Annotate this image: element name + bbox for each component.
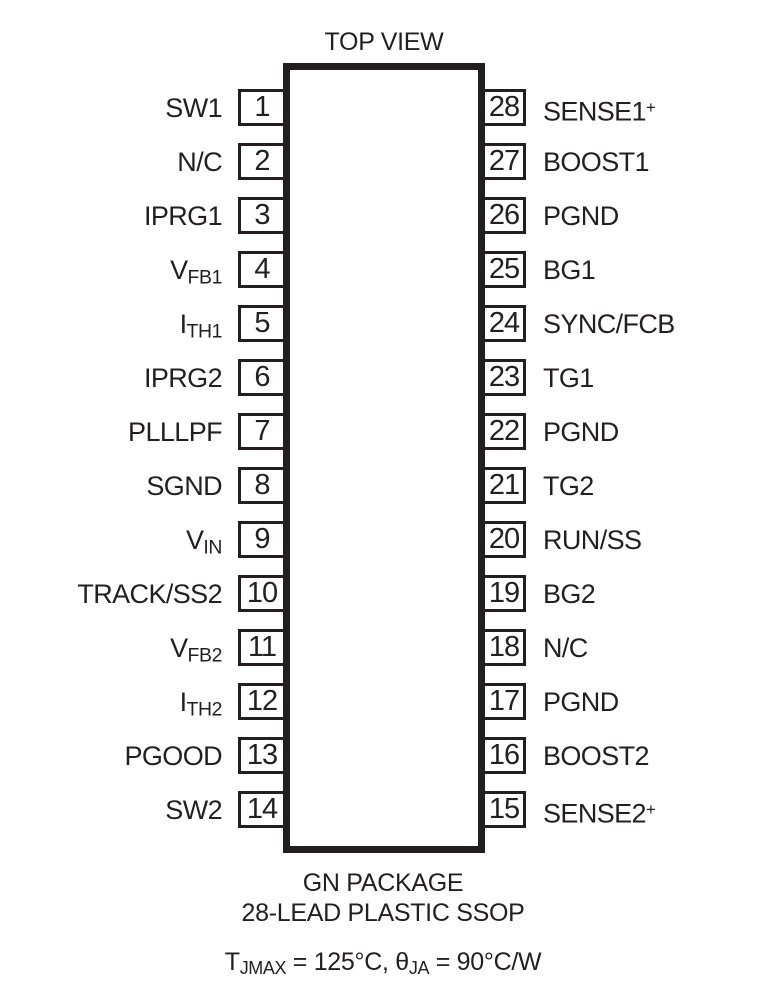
pin-label-right: TG1 (543, 363, 594, 393)
pin-row: PLLLPF 7 22 PGND (0, 405, 757, 459)
pin-row: IPRG1 3 26 PGND (0, 189, 757, 243)
pin-number-box-right: 21 (482, 467, 526, 504)
pin-label-left: SGND (146, 471, 222, 501)
pin-number-box-right: 24 (482, 305, 526, 342)
pin-number-box-right: 22 (482, 413, 526, 450)
pin-number-box-left: 8 (238, 467, 286, 504)
pin-number-box-left: 2 (238, 143, 286, 180)
package-body-outline (283, 63, 485, 853)
pin-label-left: IPRG1 (143, 201, 223, 231)
pin-row: TRACK/SS2 10 19 BG2 (0, 567, 757, 621)
pin-row: VFB2 11 18 N/C (0, 621, 757, 675)
pin-number-box-right: 23 (482, 359, 526, 396)
pin-row: ITH2 12 17 PGND (0, 675, 757, 729)
pin-row: SW2 14 15 SENSE2+ (0, 783, 757, 837)
pin-label-right: RUN/SS (543, 525, 642, 555)
pin-number-box-left: 1 (238, 89, 286, 126)
pin-row: PGOOD 13 16 BOOST2 (0, 729, 757, 783)
pin-number-box-left: 5 (238, 305, 286, 342)
pin-row: SW1 1 28 SENSE1+ (0, 81, 757, 135)
pin-label-left: PGOOD (124, 741, 222, 771)
pin-label-right: PGND (543, 687, 619, 717)
pin-number-box-left: 9 (238, 521, 286, 558)
pin-number-box-right: 26 (482, 197, 526, 234)
pin-row: IPRG2 6 23 TG1 (0, 351, 757, 405)
package-name: GN PACKAGE (302, 869, 464, 897)
pin-number-box-left: 10 (238, 575, 286, 612)
pin-label-left: ITH1 (179, 309, 223, 343)
pin-number-box-right: 25 (482, 251, 526, 288)
pin-number-box-left: 13 (238, 737, 286, 774)
pin-number-box-right: 27 (482, 143, 526, 180)
pin-number-box-right: 16 (482, 737, 526, 774)
pin-number-box-right: 20 (482, 521, 526, 558)
pin-label-left: SW2 (165, 795, 222, 825)
pin-row: ITH1 5 24 SYNC/FCB (0, 297, 757, 351)
pin-label-left: VFB1 (170, 255, 222, 289)
pin-label-right: SENSE1+ (543, 96, 656, 127)
pin-number-box-left: 11 (238, 629, 286, 666)
pin-number-box-right: 19 (482, 575, 526, 612)
pin-label-left: VFB2 (170, 633, 222, 667)
pin-label-right: PGND (543, 417, 619, 447)
pin-label-left: TRACK/SS2 (77, 579, 222, 609)
pin-label-right: BOOST1 (543, 147, 650, 177)
pin-number-box-left: 7 (238, 413, 286, 450)
pin-label-right: TG2 (543, 471, 594, 501)
pin-label-left: PLLLPF (128, 417, 223, 447)
pin-row: VIN 9 20 RUN/SS (0, 513, 757, 567)
pin-number-box-right: 18 (482, 629, 526, 666)
pin-number-box-right: 28 (482, 89, 526, 126)
pin-label-left: IPRG2 (143, 363, 223, 393)
pin-row: SGND 8 21 TG2 (0, 459, 757, 513)
pin-row: VFB1 4 25 BG1 (0, 243, 757, 297)
pin-label-left: ITH2 (179, 687, 223, 721)
pin-label-right: SENSE2+ (543, 798, 656, 829)
pin-number-box-right: 17 (482, 683, 526, 720)
pin-label-left: SW1 (165, 93, 222, 123)
thermal-note: TJMAX = 125°C, θJA = 90°C/W (224, 948, 542, 978)
pin-label-right: BG1 (543, 255, 596, 285)
pin-number-box-left: 3 (238, 197, 286, 234)
pin-label-left: VIN (185, 525, 222, 559)
pin-number-box-left: 6 (238, 359, 286, 396)
top-view-label: TOP VIEW (324, 28, 444, 56)
pin-label-right: N/C (543, 633, 588, 663)
pin-number-box-right: 15 (482, 791, 526, 828)
pin-label-right: BOOST2 (543, 741, 650, 771)
pin-number-box-left: 4 (238, 251, 286, 288)
pin-number-box-left: 12 (238, 683, 286, 720)
pin-number-box-left: 14 (238, 791, 286, 828)
pin-label-right: PGND (543, 201, 619, 231)
pin-label-right: SYNC/FCB (543, 309, 675, 339)
pin-row: N/C 2 27 BOOST1 (0, 135, 757, 189)
package-description: 28-LEAD PLASTIC SSOP (241, 899, 525, 927)
pin-label-right: BG2 (543, 579, 596, 609)
pin-label-left: N/C (177, 147, 222, 177)
